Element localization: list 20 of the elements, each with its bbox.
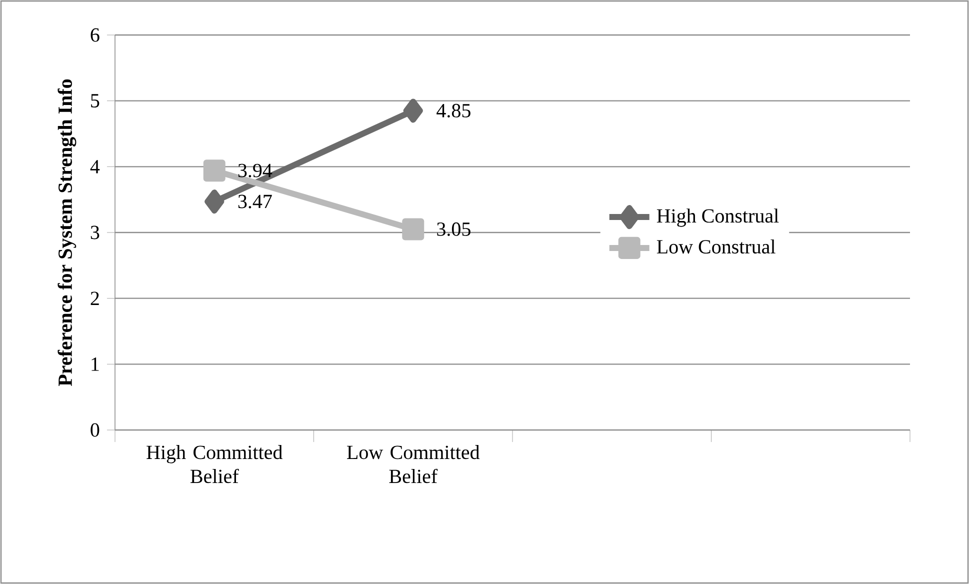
point [402, 218, 424, 240]
point [203, 160, 226, 182]
data-label: 3.94 [238, 164, 272, 178]
x-tick-label: Low Committed Belief [347, 445, 480, 484]
x-tick-label: High Committed Belief [146, 445, 282, 484]
legend-label: Low Construal [656, 239, 776, 254]
y-axis-title: Preference for System Strength Info [58, 79, 76, 386]
point [403, 98, 423, 123]
data-label: 4.85 [436, 104, 470, 118]
point [204, 190, 224, 214]
y-tick-label: 6 [90, 28, 100, 42]
y-tick-label: 5 [91, 94, 100, 108]
y-tick-label: 1 [92, 358, 99, 371]
legend-label: High Construal [656, 208, 779, 227]
y-tick-label: 2 [90, 292, 99, 305]
y-tick-label: 3 [90, 226, 100, 240]
data-label: 3.47 [238, 194, 272, 208]
y-tick-label: 0 [90, 423, 100, 437]
y-tick-label: 4 [90, 160, 100, 174]
data-label: 3.05 [437, 222, 470, 236]
